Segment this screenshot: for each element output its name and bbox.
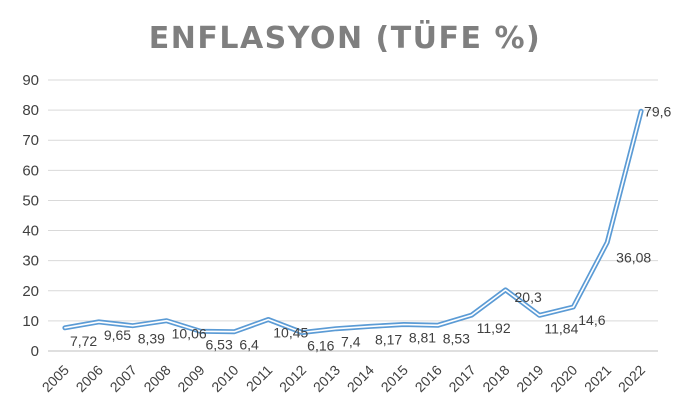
y-tick-label: 60 bbox=[22, 162, 39, 179]
x-tick-label: 2018 bbox=[479, 362, 512, 395]
series-line-inner bbox=[64, 110, 642, 334]
data-label: 36,08 bbox=[616, 249, 651, 265]
data-labels: 7,72 9,65 8,39 10,066,53 6,4 10,456,16 7,4 8,17… bbox=[70, 103, 672, 353]
y-axis-ticks: 0 10 20 30 40 50 60 70 80 90 bbox=[22, 72, 39, 360]
y-tick-label: 70 bbox=[22, 132, 39, 149]
x-tick-label: 2012 bbox=[276, 362, 309, 395]
x-tick-label: 2021 bbox=[581, 362, 614, 395]
x-tick-label: 2022 bbox=[615, 362, 648, 395]
y-tick-label: 50 bbox=[22, 192, 39, 209]
y-tick-label: 80 bbox=[22, 102, 39, 119]
data-label: 79,6 bbox=[644, 103, 671, 119]
x-tick-label: 2010 bbox=[208, 362, 241, 395]
x-axis-ticks: 2005 2006 2007 2008 2009 2010 2011 2012 2013 2014… bbox=[39, 362, 649, 395]
data-label: 7,72 bbox=[70, 333, 97, 349]
x-tick-label: 2019 bbox=[513, 362, 546, 395]
x-tick-label: 2011 bbox=[243, 362, 276, 395]
data-label: 6,16 bbox=[307, 337, 334, 353]
x-tick-label: 2006 bbox=[73, 362, 106, 395]
x-tick-label: 2008 bbox=[140, 362, 173, 395]
y-tick-label: 40 bbox=[22, 223, 39, 240]
data-label: 11,84 bbox=[544, 320, 578, 336]
data-label: 8,53 bbox=[443, 330, 470, 346]
data-label: 7,4 bbox=[341, 334, 361, 350]
x-tick-label: 2020 bbox=[547, 362, 580, 395]
x-tick-label: 2015 bbox=[378, 362, 411, 395]
x-tick-label: 2007 bbox=[106, 362, 139, 395]
y-tick-label: 20 bbox=[22, 283, 39, 300]
data-label: 20,3 bbox=[515, 289, 542, 305]
y-tick-label: 0 bbox=[31, 343, 39, 360]
series-line bbox=[62, 108, 644, 335]
data-label: 6,4 bbox=[239, 337, 259, 353]
x-tick-label: 2009 bbox=[174, 362, 207, 395]
data-label: 11,92 bbox=[477, 320, 511, 336]
data-label: 8,17 bbox=[375, 331, 402, 347]
data-label: 10,06 bbox=[172, 326, 207, 342]
data-label: 14,6 bbox=[578, 312, 605, 328]
data-label: 6,53 bbox=[206, 336, 233, 352]
x-tick-label: 2013 bbox=[310, 362, 343, 395]
x-tick-label: 2014 bbox=[344, 362, 377, 395]
data-label: 9,65 bbox=[104, 327, 131, 343]
data-label: 8,39 bbox=[138, 331, 165, 347]
y-tick-label: 10 bbox=[22, 313, 39, 330]
y-tick-label: 30 bbox=[22, 253, 39, 270]
x-tick-label: 2017 bbox=[445, 362, 478, 395]
chart-title: ENFLASYON (TÜFE %) bbox=[149, 19, 541, 56]
data-label: 8,81 bbox=[409, 329, 436, 345]
series-lines bbox=[62, 108, 644, 335]
x-tick-label: 2016 bbox=[411, 362, 444, 395]
data-label: 10,45 bbox=[273, 325, 308, 341]
y-tick-label: 90 bbox=[22, 72, 39, 89]
x-tick-label: 2005 bbox=[39, 362, 72, 395]
